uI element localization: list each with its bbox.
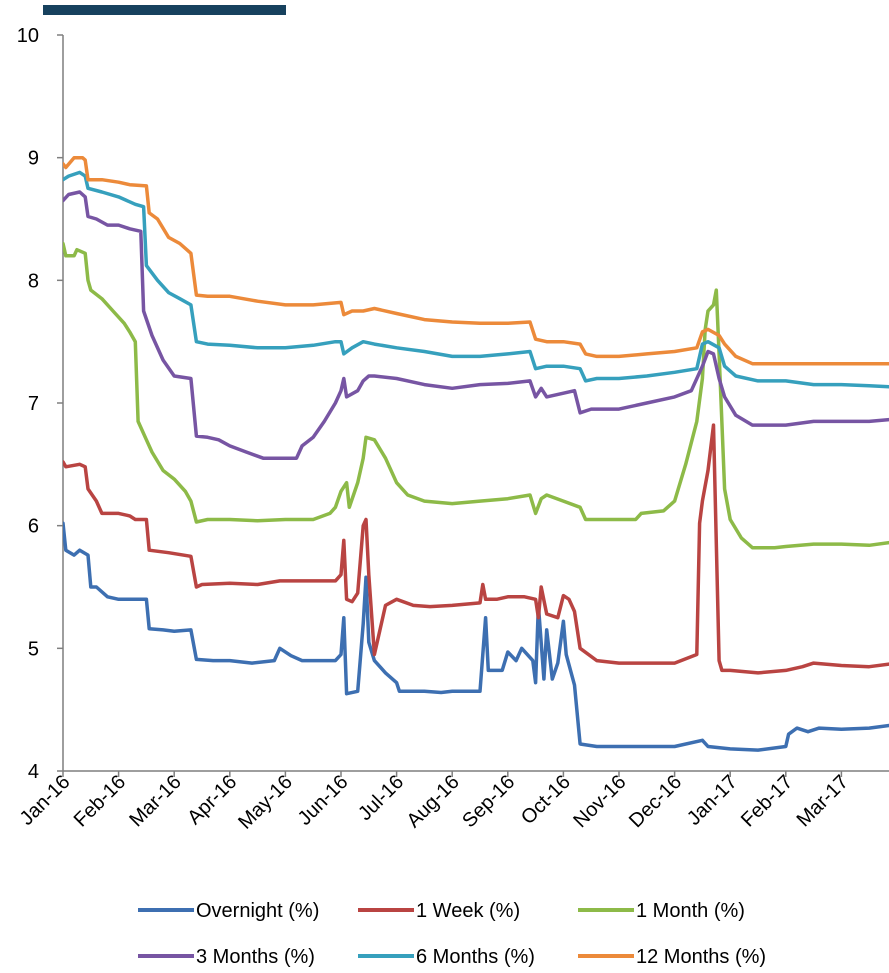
x-tick-label: Oct-16 [517, 771, 575, 829]
series-line-4 [63, 170, 889, 389]
y-tick-label: 6 [28, 516, 39, 538]
x-tick-label: Nov-16 [569, 771, 630, 832]
legend-label: 6 Months (%) [416, 946, 535, 968]
legend-label: 1 Week (%) [416, 900, 520, 922]
x-tick-label: Jan-16 [16, 771, 75, 830]
legend: Overnight (%) 1 Week (%) 1 Month (%) 3 Mont… [138, 900, 766, 968]
y-tick-label: 5 [28, 638, 39, 660]
series-line-1 [63, 423, 889, 675]
y-tick-label: 8 [28, 270, 39, 292]
series-line-0 [63, 521, 889, 752]
x-tick-label: Feb-16 [70, 771, 130, 831]
legend-label: 3 Months (%) [196, 946, 315, 968]
x-tick-label: Feb-17 [737, 771, 797, 831]
legend-label: Overnight (%) [196, 900, 319, 922]
x-tick-label: Apr-16 [183, 771, 241, 829]
series-line-2 [63, 241, 889, 550]
y-tick-label: 10 [17, 25, 39, 47]
x-tick-label: Sep-16 [458, 771, 519, 832]
legend-label: 12 Months (%) [636, 946, 766, 968]
series-line-3 [63, 190, 889, 460]
plot-area [63, 155, 889, 752]
title-bar [43, 5, 286, 15]
x-tick-label: Mar-17 [793, 771, 853, 831]
y-tick-label: 9 [28, 148, 39, 170]
x-tick-label: Jul-16 [354, 771, 408, 825]
x-tick-label: Jan-17 [683, 771, 742, 830]
y-tick-label: 7 [28, 393, 39, 415]
x-tick-label: Dec-16 [625, 771, 686, 832]
legend-label: 1 Month (%) [636, 900, 745, 922]
x-tick-label: Aug-16 [403, 771, 464, 832]
x-tick-label: May-16 [234, 771, 297, 834]
x-tick-label: Jun-16 [294, 771, 353, 830]
x-tick-label: Mar-16 [125, 771, 185, 831]
series-line-5 [63, 155, 889, 366]
y-tick-label: 4 [28, 761, 39, 783]
y-axis: 4 5 6 7 8 9 10 [17, 25, 64, 783]
